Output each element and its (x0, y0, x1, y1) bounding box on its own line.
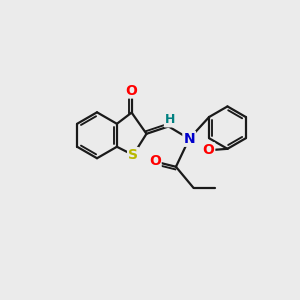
Text: O: O (202, 143, 214, 157)
Text: H: H (165, 113, 175, 127)
Text: S: S (128, 148, 138, 162)
Text: O: O (149, 154, 161, 169)
Text: O: O (126, 83, 137, 98)
Text: N: N (183, 132, 195, 146)
